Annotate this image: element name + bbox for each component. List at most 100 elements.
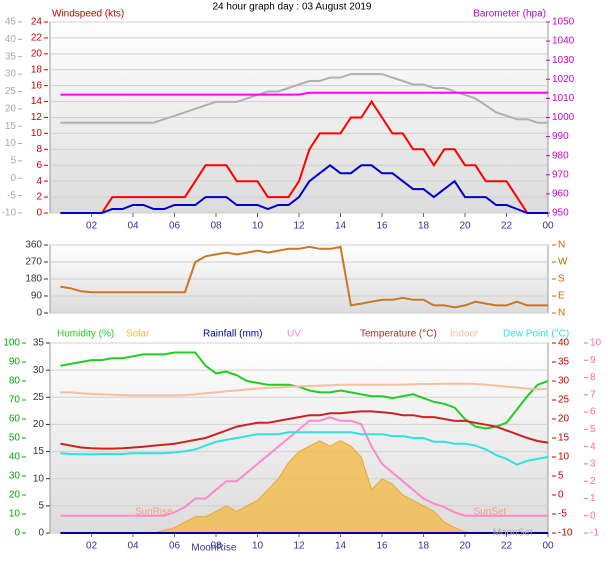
- annotation: SunSet: [473, 507, 506, 518]
- y-tick-label: 6: [36, 160, 42, 171]
- y-tick-label: 4: [590, 441, 596, 452]
- x-tick-label: 22: [501, 221, 513, 232]
- y-tick-label: 5: [590, 424, 596, 435]
- annotation: MoonSet: [493, 528, 533, 539]
- y-tick-label: 25: [33, 392, 45, 403]
- y-tick-label: 1010: [552, 93, 575, 104]
- line: [60, 245, 548, 309]
- y-tick-label: N: [558, 240, 565, 251]
- x-tick-label: 12: [293, 541, 305, 552]
- y-tick-label: -5: [7, 190, 16, 201]
- y-tick-label: 14: [31, 96, 43, 107]
- x-tick-label: 04: [127, 221, 139, 232]
- y-tick-label: 1040: [552, 36, 575, 47]
- line: [60, 73, 548, 124]
- x-tick-label: 06: [169, 221, 181, 232]
- x-tick-label: 20: [459, 221, 471, 232]
- y-tick-label: 0: [38, 528, 44, 539]
- y-tick-label: 360: [25, 240, 42, 251]
- legend-entry: Dew Point (°C): [503, 329, 569, 340]
- x-tick-label: 00: [542, 221, 554, 232]
- legend-entry: UV: [287, 329, 301, 340]
- y-tick-label: 30: [558, 376, 570, 387]
- x-tick-label: 16: [376, 221, 388, 232]
- legend-entry: Indoor: [450, 329, 479, 340]
- y-tick-label: 15: [33, 446, 45, 457]
- y-tick-label: 15: [558, 433, 570, 444]
- line: [60, 416, 548, 517]
- legend-entry: Temperature (°C): [360, 329, 437, 340]
- x-tick-label: 18: [418, 541, 430, 552]
- x-tick-label: 06: [169, 541, 181, 552]
- y-tick-label: 20: [31, 48, 43, 59]
- y-tick-label: -10: [2, 208, 17, 219]
- y-tick-label: E: [558, 291, 565, 302]
- y-tick-label: 8: [590, 372, 596, 383]
- y-tick-label: 950: [552, 208, 569, 219]
- y-tick-label: 960: [552, 189, 569, 200]
- y-tick-label: 40: [9, 452, 21, 463]
- y-tick-label: -10: [558, 528, 573, 539]
- y-tick-label: 1000: [552, 112, 575, 123]
- y-tick-label: 20: [9, 490, 21, 501]
- y-tick-label: 4: [36, 176, 42, 187]
- line: [60, 431, 549, 466]
- y-tick-label: 90: [31, 291, 43, 302]
- y-tick-label: 30: [33, 365, 45, 376]
- y-tick-label: 40: [558, 338, 570, 349]
- y-tick-label: 1030: [552, 55, 575, 66]
- x-tick-label: 22: [501, 541, 513, 552]
- x-tick-label: 04: [127, 541, 139, 552]
- y-tick-label: 0: [14, 528, 20, 539]
- y-tick-label: 8: [36, 144, 42, 155]
- x-tick-label: 16: [376, 541, 388, 552]
- y-tick-label: 100: [3, 338, 20, 349]
- y-tick-label: W: [558, 257, 568, 268]
- x-tick-label: 02: [86, 541, 98, 552]
- y-tick-label: 10: [558, 452, 570, 463]
- y-tick-label: 5: [558, 471, 564, 482]
- y-tick-label: 60: [9, 414, 21, 425]
- y-tick-label: 1: [590, 493, 596, 504]
- x-tick-label: 10: [252, 541, 264, 552]
- y-tick-label: S: [558, 274, 565, 285]
- y-tick-label: 25: [558, 395, 570, 406]
- y-tick-label: 0: [36, 208, 42, 219]
- y-tick-label: -1: [590, 528, 599, 539]
- y-tick-label: 3: [590, 459, 596, 470]
- x-tick-label: 02: [86, 221, 98, 232]
- x-tick-label: 20: [459, 541, 471, 552]
- y-tick-label: 24: [31, 17, 43, 28]
- y-tick-label: 0: [558, 490, 564, 501]
- y-tick-label: 90: [9, 357, 21, 368]
- y-tick-label: 2: [36, 192, 42, 203]
- y-tick-label: 1020: [552, 74, 575, 85]
- x-tick-label: 08: [210, 541, 222, 552]
- line: [60, 164, 548, 214]
- legend-entry: Rainfall (mm): [203, 329, 262, 340]
- y-tick-label: 5: [10, 156, 16, 167]
- y-tick-label: N: [558, 308, 565, 319]
- y-tick-label: 25: [5, 86, 17, 97]
- x-tick-label: 00: [542, 541, 554, 552]
- x-tick-label: 14: [335, 221, 347, 232]
- annotation: SunRise: [135, 507, 173, 518]
- y-tick-label: 1050: [552, 17, 575, 28]
- y-tick-label: 40: [5, 34, 17, 45]
- y-tick-label: 16: [31, 80, 43, 91]
- y-tick-label: 80: [9, 376, 21, 387]
- y-tick-label: 10: [9, 509, 21, 520]
- y-tick-label: 35: [558, 357, 570, 368]
- y-tick-label: 30: [5, 69, 17, 80]
- y-tick-label: 0: [36, 308, 42, 319]
- y-tick-label: 6: [590, 407, 596, 418]
- x-tick-label: 08: [210, 221, 222, 232]
- line: [60, 382, 549, 397]
- y-tick-label: 10: [5, 138, 17, 149]
- line: [60, 91, 548, 96]
- legend-entry: Solar: [126, 329, 150, 340]
- y-tick-label: 970: [552, 169, 569, 180]
- axis-title: Windspeed (kts): [52, 9, 124, 20]
